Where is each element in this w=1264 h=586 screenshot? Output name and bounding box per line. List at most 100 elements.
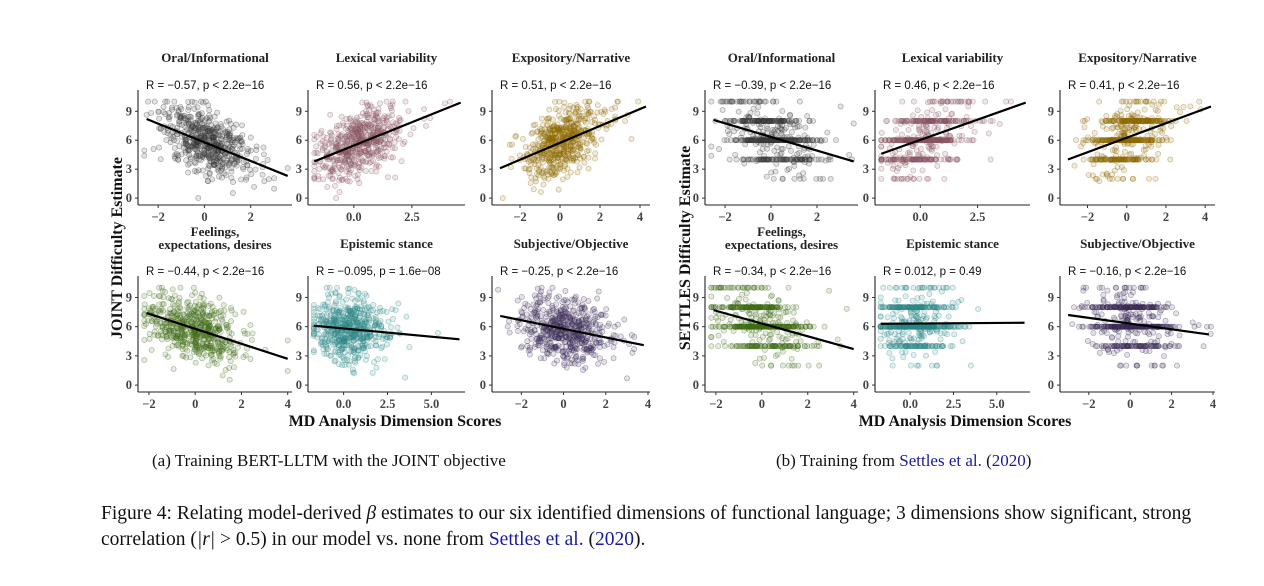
data-point: [594, 326, 601, 333]
data-point: [231, 364, 237, 371]
data-point: [205, 162, 212, 169]
data-point: [400, 141, 407, 147]
data-point: [223, 118, 230, 125]
data-point: [564, 173, 571, 180]
data-point: [336, 189, 343, 195]
data-point: [562, 161, 569, 168]
data-point: [708, 98, 715, 105]
data-point: [575, 117, 582, 124]
x-tick-label: 0.0: [912, 210, 928, 224]
data-point: [197, 157, 204, 164]
data-point: [402, 374, 409, 381]
panel-title: Subjective/Objective: [514, 236, 629, 251]
data-point: [949, 98, 956, 105]
data-point: [910, 156, 917, 163]
data-point: [178, 327, 185, 334]
data-point: [726, 117, 733, 124]
data-point: [205, 137, 212, 144]
data-point: [212, 325, 219, 332]
data-point: [162, 98, 169, 105]
data-point: [342, 139, 349, 145]
data-point: [384, 174, 391, 181]
data-point: [207, 114, 214, 121]
data-point: [561, 99, 568, 106]
data-point: [310, 309, 317, 315]
data-point: [760, 117, 767, 124]
data-point: [271, 175, 278, 182]
data-point: [624, 375, 630, 382]
data-point: [160, 307, 166, 314]
data-point: [376, 100, 383, 107]
data-point: [225, 140, 232, 147]
data-point: [884, 117, 891, 124]
data-point: [191, 99, 198, 106]
data-point: [779, 175, 786, 182]
data-point: [530, 186, 537, 193]
data-point: [785, 143, 792, 150]
data-point: [351, 370, 358, 377]
data-point: [204, 144, 210, 151]
data-point: [326, 284, 333, 291]
data-point: [210, 134, 217, 141]
data-point: [338, 113, 345, 120]
data-point: [191, 168, 198, 174]
x-tick-label: 0: [557, 210, 563, 224]
y-axis-label: JOINT Difficulty Estimate: [109, 157, 126, 339]
data-point: [920, 117, 927, 124]
data-point: [884, 159, 891, 166]
data-point: [219, 161, 226, 168]
data-point: [594, 102, 601, 109]
data-point: [217, 328, 224, 335]
data-point: [191, 159, 198, 166]
data-point: [592, 339, 599, 346]
data-point: [910, 98, 917, 105]
data-point: [563, 364, 570, 371]
data-point: [249, 330, 256, 337]
data-point: [155, 108, 162, 115]
data-point: [211, 161, 218, 168]
data-point: [631, 333, 638, 340]
data-point: [504, 323, 511, 330]
data-point: [370, 302, 377, 308]
data-point: [247, 322, 254, 329]
x-tick-label: 0.0: [336, 397, 352, 411]
data-points: [141, 284, 291, 383]
y-tick-label: 0: [480, 191, 486, 205]
data-point: [574, 104, 581, 110]
data-point: [202, 128, 209, 135]
data-point: [763, 173, 770, 180]
data-point: [571, 123, 577, 129]
data-point: [822, 157, 829, 164]
data-point: [171, 153, 178, 160]
data-point: [206, 163, 213, 169]
data-point: [259, 171, 266, 178]
data-point: [176, 143, 183, 150]
data-point: [176, 121, 183, 128]
data-point: [772, 168, 779, 175]
data-point: [185, 147, 191, 154]
data-point: [223, 157, 230, 164]
y-tick-label: 0: [296, 191, 302, 205]
data-point: [406, 344, 413, 351]
x-axis-label: MD Analysis Dimension Scores: [859, 413, 1072, 430]
data-point: [195, 128, 202, 135]
panel-title: Epistemic stance: [340, 236, 433, 251]
data-point: [383, 341, 390, 348]
data-point: [193, 142, 200, 149]
data-point: [570, 307, 576, 314]
data-point: [155, 108, 162, 115]
data-point: [1153, 156, 1160, 163]
data-point: [156, 301, 163, 308]
data-point: [311, 173, 318, 180]
data-point: [203, 131, 210, 137]
y-tick-label: 9: [296, 290, 302, 304]
figure-4-scatter-grid: MD Analysis Dimension Scores JOINT Diffic…: [109, 50, 1217, 430]
data-point: [228, 156, 235, 163]
data-point: [332, 290, 339, 297]
y-tick-label: 3: [126, 349, 132, 363]
data-point: [541, 355, 548, 362]
y-tick-label: 6: [126, 133, 132, 147]
